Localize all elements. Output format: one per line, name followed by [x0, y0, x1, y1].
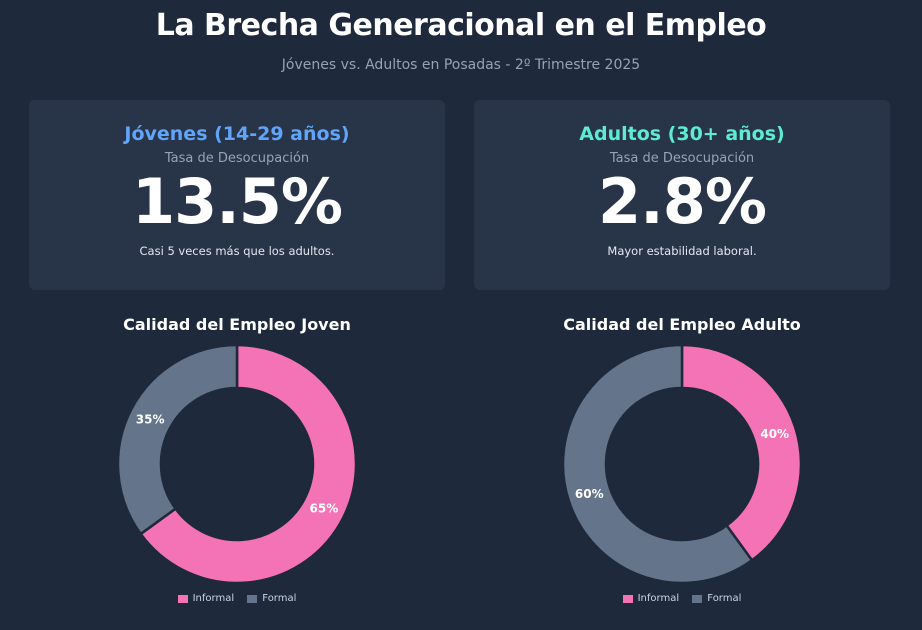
adult-card-label: Tasa de Desocupación: [609, 151, 755, 166]
adult-donut-chart: 40% 60%: [562, 344, 802, 584]
adult-chart-title: Calidad del Empleo Adulto: [563, 315, 801, 334]
donut-slice-informal[interactable]: [680, 344, 802, 563]
young-chart-legend: Informal Formal: [87, 593, 387, 605]
legend-label-informal: Informal: [637, 593, 680, 604]
adult-unemployment-value: 2.8%: [598, 165, 767, 238]
young-card-title: Jóvenes (14-29 años): [124, 123, 350, 145]
young-donut-chart: 65% 35%: [117, 344, 357, 584]
legend-item-formal[interactable]: Formal: [247, 593, 296, 605]
data-label-formal: 35%: [136, 413, 165, 427]
legend-item-formal[interactable]: Formal: [692, 593, 741, 605]
donut-slice-formal[interactable]: [562, 344, 754, 584]
adult-card-note: Mayor estabilidad laboral.: [607, 244, 757, 258]
young-stat-card: Jóvenes (14-29 años) Tasa de Desocupació…: [29, 100, 445, 290]
young-chart-title: Calidad del Empleo Joven: [123, 315, 351, 334]
page-subtitle: Jóvenes vs. Adultos en Posadas - 2º Trim…: [281, 57, 641, 73]
legend-label-informal: Informal: [192, 593, 235, 604]
page-title: La Brecha Generacional en el Empleo: [155, 8, 767, 43]
donut-slice-formal[interactable]: [117, 344, 239, 536]
adult-card-title: Adultos (30+ años): [579, 123, 785, 145]
legend-label-formal: Formal: [262, 593, 297, 604]
young-card-label: Tasa de Desocupación: [164, 151, 310, 166]
donut-slice-informal[interactable]: [138, 344, 357, 584]
data-label-informal: 40%: [760, 427, 789, 441]
young-unemployment-value: 13.5%: [131, 165, 343, 238]
legend-swatch-informal: [177, 594, 188, 603]
young-card-note: Casi 5 veces más que los adultos.: [139, 244, 335, 258]
legend-label-formal: Formal: [707, 593, 742, 604]
data-label-formal: 60%: [575, 487, 604, 501]
legend-swatch-informal: [622, 594, 633, 603]
legend-item-informal[interactable]: Informal: [177, 593, 235, 605]
adult-stat-card: Adultos (30+ años) Tasa de Desocupación …: [474, 100, 890, 290]
legend-item-informal[interactable]: Informal: [622, 593, 680, 605]
data-label-informal: 65%: [310, 501, 339, 515]
legend-swatch-formal: [247, 594, 258, 603]
legend-swatch-formal: [692, 594, 703, 603]
adult-chart-legend: Informal Formal: [532, 593, 832, 605]
